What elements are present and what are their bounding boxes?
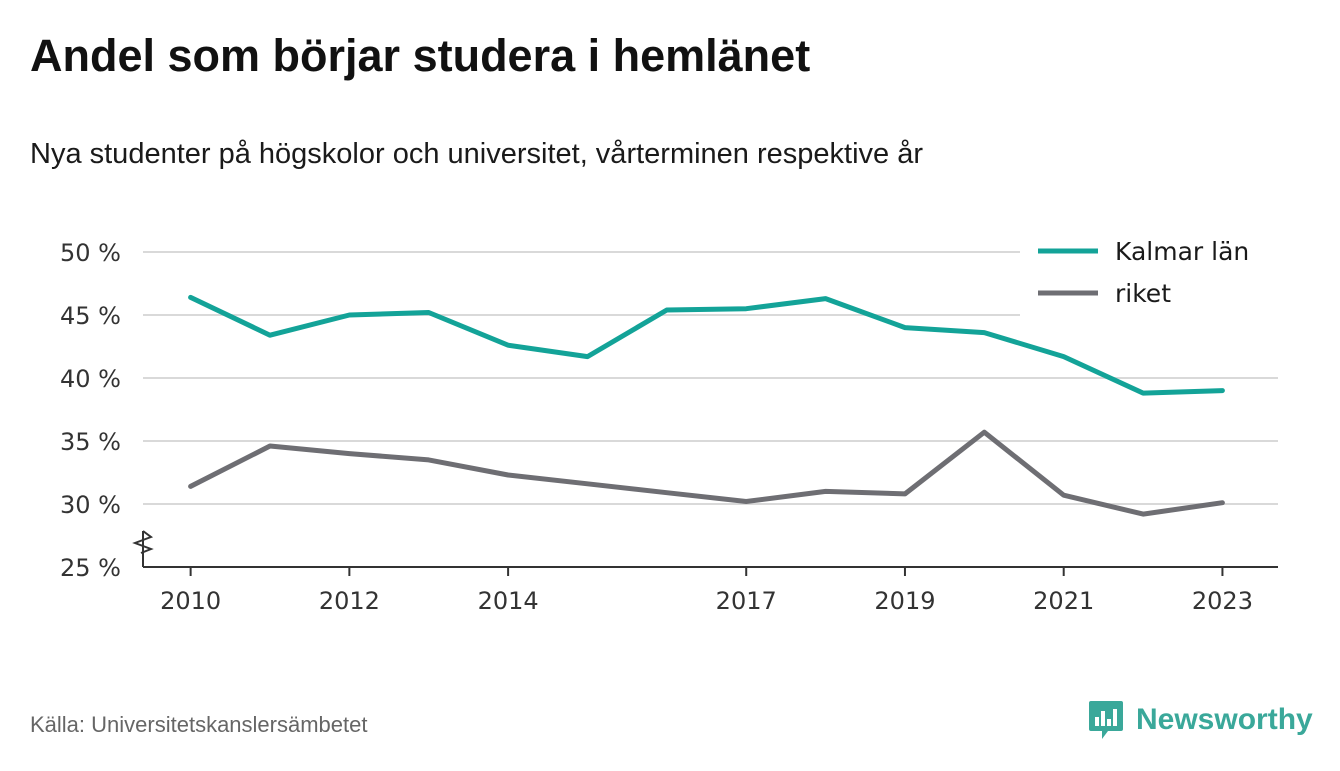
x-tick-label: 2021 bbox=[1033, 587, 1094, 615]
legend-label: riket bbox=[1115, 279, 1171, 308]
x-tick-label: 2012 bbox=[319, 587, 380, 615]
x-tick-label: 2019 bbox=[874, 587, 935, 615]
chart-title: Andel som börjar studera i hemlänet bbox=[30, 30, 811, 81]
brand-name: Newsworthy bbox=[1136, 703, 1313, 736]
x-tick-label: 2010 bbox=[160, 587, 221, 615]
x-tick-label: 2014 bbox=[478, 587, 539, 615]
x-axis-ticks: 2010 2012 2014 2017 2019 2021 2023 bbox=[160, 567, 1253, 615]
y-tick-label: 35 % bbox=[60, 428, 121, 456]
bar-chart-speech-bubble-icon bbox=[1089, 701, 1123, 739]
y-tick-label: 45 % bbox=[60, 302, 121, 330]
y-axis-ticks: 25 % 30 % 35 % 40 % 45 % 50 % bbox=[60, 239, 121, 582]
series-line-kalmar-län bbox=[188, 294, 1225, 396]
series-line-riket bbox=[188, 429, 1225, 517]
x-tick-label: 2023 bbox=[1192, 587, 1253, 615]
legend-background bbox=[1020, 228, 1282, 316]
series-lines bbox=[188, 294, 1225, 517]
y-tick-label: 40 % bbox=[60, 365, 121, 393]
chart-subtitle: Nya studenter på högskolor och universit… bbox=[30, 138, 923, 170]
legend-label: Kalmar län bbox=[1115, 237, 1249, 266]
y-tick-label: 30 % bbox=[60, 491, 121, 519]
source-text: Källa: Universitetskanslersämbetet bbox=[30, 712, 368, 737]
y-tick-label: 25 % bbox=[60, 554, 121, 582]
legend: Kalmar län riket bbox=[1020, 228, 1282, 316]
brand-logo: Newsworthy bbox=[1088, 698, 1313, 742]
y-tick-label: 50 % bbox=[60, 239, 121, 267]
axes bbox=[132, 530, 1278, 568]
axis-break-marker bbox=[132, 530, 154, 554]
x-tick-label: 2017 bbox=[716, 587, 777, 615]
